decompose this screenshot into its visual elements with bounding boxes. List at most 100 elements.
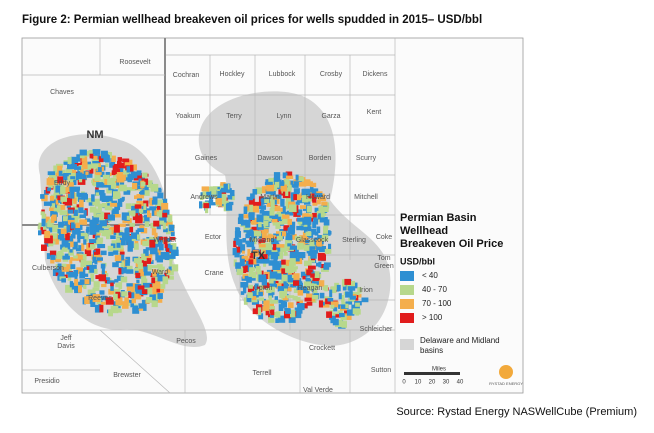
well-cell bbox=[60, 196, 67, 202]
well-cell bbox=[209, 186, 214, 192]
well-cell bbox=[57, 263, 62, 272]
well-cell bbox=[251, 226, 259, 231]
county-label: Cochran bbox=[173, 72, 200, 79]
well-cell bbox=[324, 262, 331, 268]
well-cell bbox=[162, 276, 169, 285]
well-cell bbox=[256, 214, 264, 223]
well-cell bbox=[78, 179, 83, 183]
county-label: Roosevelt bbox=[119, 59, 150, 66]
well-cell bbox=[162, 222, 166, 230]
county-label: Borden bbox=[309, 155, 332, 162]
well-cell bbox=[120, 261, 125, 269]
well-cell bbox=[272, 262, 281, 270]
well-cell bbox=[240, 291, 245, 295]
well-cell bbox=[270, 190, 276, 196]
well-cell bbox=[118, 232, 124, 236]
well-cell bbox=[137, 285, 145, 290]
well-cell bbox=[141, 253, 146, 260]
well-cell bbox=[307, 193, 311, 199]
well-cell bbox=[53, 208, 59, 212]
well-cell bbox=[256, 286, 261, 291]
well-cell bbox=[85, 229, 89, 237]
well-cell bbox=[93, 281, 100, 288]
well-cell bbox=[131, 283, 137, 287]
well-cell bbox=[351, 304, 359, 310]
well-cell bbox=[277, 280, 286, 285]
well-cell bbox=[344, 310, 350, 314]
county-label: Garza bbox=[321, 113, 340, 120]
well-cell bbox=[329, 315, 336, 320]
well-cell bbox=[321, 201, 328, 207]
well-cell bbox=[41, 209, 45, 214]
county-label: Crane bbox=[204, 270, 223, 277]
well-cell bbox=[153, 243, 159, 248]
well-cell bbox=[287, 235, 293, 241]
well-cell bbox=[145, 180, 152, 185]
well-cell bbox=[153, 275, 158, 282]
well-cell bbox=[247, 292, 253, 298]
map: NM TX Roosevelt Chaves Cochran Hockley Lubbock… bbox=[21, 37, 524, 394]
well-cell bbox=[306, 269, 311, 276]
well-cell bbox=[73, 255, 78, 259]
well-cell bbox=[56, 252, 64, 259]
well-cell bbox=[258, 313, 264, 320]
well-cell bbox=[50, 203, 55, 211]
well-cell bbox=[297, 242, 304, 250]
well-cell bbox=[119, 251, 125, 255]
well-cell bbox=[258, 285, 264, 293]
well-cell bbox=[252, 308, 261, 315]
well-cell bbox=[155, 199, 161, 207]
well-cell bbox=[321, 234, 329, 241]
well-cell bbox=[94, 304, 101, 313]
well-cell bbox=[84, 218, 91, 222]
well-cell bbox=[302, 195, 309, 203]
well-cell bbox=[340, 315, 347, 321]
well-cell bbox=[50, 254, 56, 260]
county-label: Terry bbox=[226, 113, 242, 120]
well-cell bbox=[67, 215, 75, 221]
well-cell bbox=[247, 249, 251, 256]
well-cell bbox=[98, 190, 105, 195]
well-cell bbox=[40, 211, 45, 216]
well-cell bbox=[282, 206, 286, 214]
well-cell bbox=[149, 246, 158, 255]
well-cell bbox=[303, 286, 309, 290]
well-cell bbox=[67, 219, 76, 225]
well-cell bbox=[287, 184, 292, 193]
well-cell bbox=[240, 282, 249, 288]
county-label: Howard bbox=[306, 194, 330, 201]
well-cell bbox=[116, 237, 120, 243]
well-cell bbox=[146, 258, 151, 264]
well-cell bbox=[94, 268, 98, 274]
well-cell bbox=[67, 209, 73, 214]
well-cell bbox=[122, 301, 129, 309]
well-cell bbox=[150, 222, 156, 229]
well-cell bbox=[298, 176, 304, 182]
well-cell bbox=[53, 193, 59, 200]
well-cell bbox=[126, 283, 133, 287]
well-cell bbox=[72, 241, 78, 250]
well-cell bbox=[251, 237, 257, 245]
well-cell bbox=[127, 236, 132, 244]
well-cell bbox=[263, 220, 269, 227]
well-cell bbox=[122, 232, 130, 236]
well-cell bbox=[168, 224, 175, 232]
well-cell bbox=[84, 249, 92, 257]
well-cell bbox=[314, 231, 319, 236]
well-cell bbox=[297, 290, 304, 296]
well-cell bbox=[87, 289, 96, 297]
well-cell bbox=[220, 182, 226, 186]
well-cell bbox=[271, 219, 278, 223]
well-cell bbox=[318, 205, 323, 213]
well-cell bbox=[131, 210, 136, 217]
well-cell bbox=[306, 301, 313, 306]
well-cell bbox=[77, 235, 81, 243]
well-cell bbox=[270, 199, 275, 208]
well-cell bbox=[295, 297, 301, 302]
well-cell bbox=[94, 260, 98, 265]
well-cell bbox=[57, 204, 66, 210]
well-cell bbox=[63, 161, 70, 165]
well-cell bbox=[269, 193, 273, 202]
well-cell bbox=[310, 243, 316, 250]
